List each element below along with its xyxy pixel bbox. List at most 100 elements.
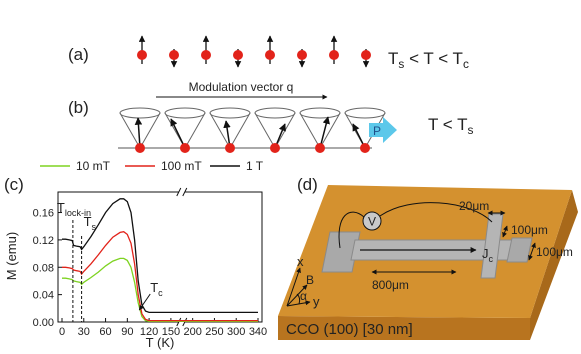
dimension-arrow <box>502 225 508 238</box>
spin-arrow <box>170 118 186 149</box>
x-tick-label: 150 <box>162 326 180 338</box>
x-tick-label: 200 <box>183 326 201 338</box>
annotation: Tlock-in <box>57 200 91 218</box>
spin-site <box>233 50 243 60</box>
substrate-label: CCO (100) [30 nm] <box>286 321 413 338</box>
legend-label: 1 T <box>246 159 264 173</box>
spin-site <box>315 143 325 153</box>
plot-frame <box>57 191 263 323</box>
substrate-side <box>530 190 578 340</box>
vector-label: Modulation vector q <box>189 80 294 94</box>
width-label: 20μm <box>459 199 489 213</box>
substrate-front <box>278 316 530 340</box>
panel-label: (c) <box>4 175 24 194</box>
angle-arc <box>296 293 301 305</box>
spin-site <box>265 50 275 60</box>
axis-label: y <box>313 294 320 309</box>
annotation-arrow <box>138 293 151 311</box>
cone-rim <box>119 107 161 119</box>
condition-part: T < T <box>428 115 468 134</box>
spin-chain <box>137 35 371 68</box>
spin-site <box>270 143 280 153</box>
polarization-arrow <box>369 117 397 143</box>
condition-sub: c <box>463 57 469 71</box>
annotation-symbol: T <box>150 280 158 295</box>
annotation-sub: lock-in <box>65 208 91 218</box>
angle-label: α <box>300 289 307 303</box>
axis-arrow <box>286 267 301 307</box>
cone-rim <box>254 107 296 119</box>
condition-sub: s <box>468 123 474 137</box>
data-line <box>62 198 258 314</box>
x-tick-label: 250 <box>205 326 223 338</box>
axis-break <box>182 187 188 197</box>
y-tick-label: 0.00 <box>33 317 54 329</box>
panel-label: (d) <box>297 175 318 194</box>
x-tick-label: 120 <box>140 326 158 338</box>
condition-part: T <box>388 49 398 68</box>
arm-label: 100μm <box>511 223 548 237</box>
panel-b: (b) Modulation vector q P T < Ts <box>68 80 474 153</box>
spin-site <box>361 50 371 60</box>
spin-arrow <box>319 116 330 149</box>
cone-rim <box>299 107 341 119</box>
panel-label: (b) <box>68 98 89 117</box>
cone-rim <box>344 107 386 119</box>
annotation: Tc <box>150 280 163 298</box>
annotation-sub: s <box>92 222 97 232</box>
y-tick-label: 0.04 <box>33 290 54 302</box>
spin-site <box>201 50 211 60</box>
x-tick-label: 30 <box>78 326 90 338</box>
x-tick-label: 60 <box>99 326 111 338</box>
spin-site <box>169 50 179 60</box>
y-tick-label: 0.08 <box>33 262 54 274</box>
spin-site <box>180 143 190 153</box>
condition: Ts < T < Tc <box>388 49 469 71</box>
y-tick-label: 0.12 <box>33 235 54 247</box>
spin-site <box>137 50 147 60</box>
data-line <box>62 257 258 322</box>
cone-rim <box>209 107 251 119</box>
axis-break-gap <box>178 190 185 194</box>
x-tick-label: 90 <box>121 326 133 338</box>
annotation: Ts <box>84 214 97 232</box>
wire <box>338 211 365 249</box>
dimension-arrow <box>528 242 536 261</box>
panel-c: (c) T (K) M (emu) 0.00 0.04 0.08 0.12 0.16 0 3… <box>4 159 267 350</box>
annotation-symbol: T <box>57 200 65 215</box>
data-line <box>62 231 258 322</box>
legend-label: 10 mT <box>76 159 111 173</box>
current-label: Jc <box>482 246 494 264</box>
axis-label: x <box>297 254 304 269</box>
hall-pad <box>321 231 361 273</box>
panel-d: (d) V Jc 20μm 100μm 100μm 800μm y x B α … <box>278 175 578 340</box>
y-tick-label: 0.16 <box>33 208 54 220</box>
y-axis-label: M (emu) <box>4 232 19 280</box>
current-sub: c <box>489 254 494 264</box>
voltmeter <box>362 211 382 231</box>
x-tick-label: 340 <box>249 326 267 338</box>
wire <box>379 202 493 223</box>
condition: T < Ts <box>428 115 474 137</box>
axis-break-gap <box>178 320 185 324</box>
condition-sub: s <box>398 57 404 71</box>
field-label: B <box>306 273 314 287</box>
arm-length-label: 100μm <box>536 245 573 259</box>
x-tick-label: 0 <box>59 326 65 338</box>
cone-chain <box>118 107 386 153</box>
x-axis-label: T (K) <box>146 335 175 350</box>
spin-site <box>297 50 307 60</box>
condition-part: < T < T <box>404 49 463 68</box>
legend-label: 100 mT <box>161 159 202 173</box>
x-tick-label: 300 <box>227 326 245 338</box>
panel-label: (a) <box>68 45 89 64</box>
annotation-sub: c <box>158 288 163 298</box>
axis-arrow <box>286 300 311 307</box>
cone-rim <box>164 107 206 119</box>
polarization-label: P <box>373 124 381 138</box>
axis-break <box>176 317 182 327</box>
current-symbol: J <box>482 246 489 261</box>
annotation-symbol: T <box>84 214 92 229</box>
